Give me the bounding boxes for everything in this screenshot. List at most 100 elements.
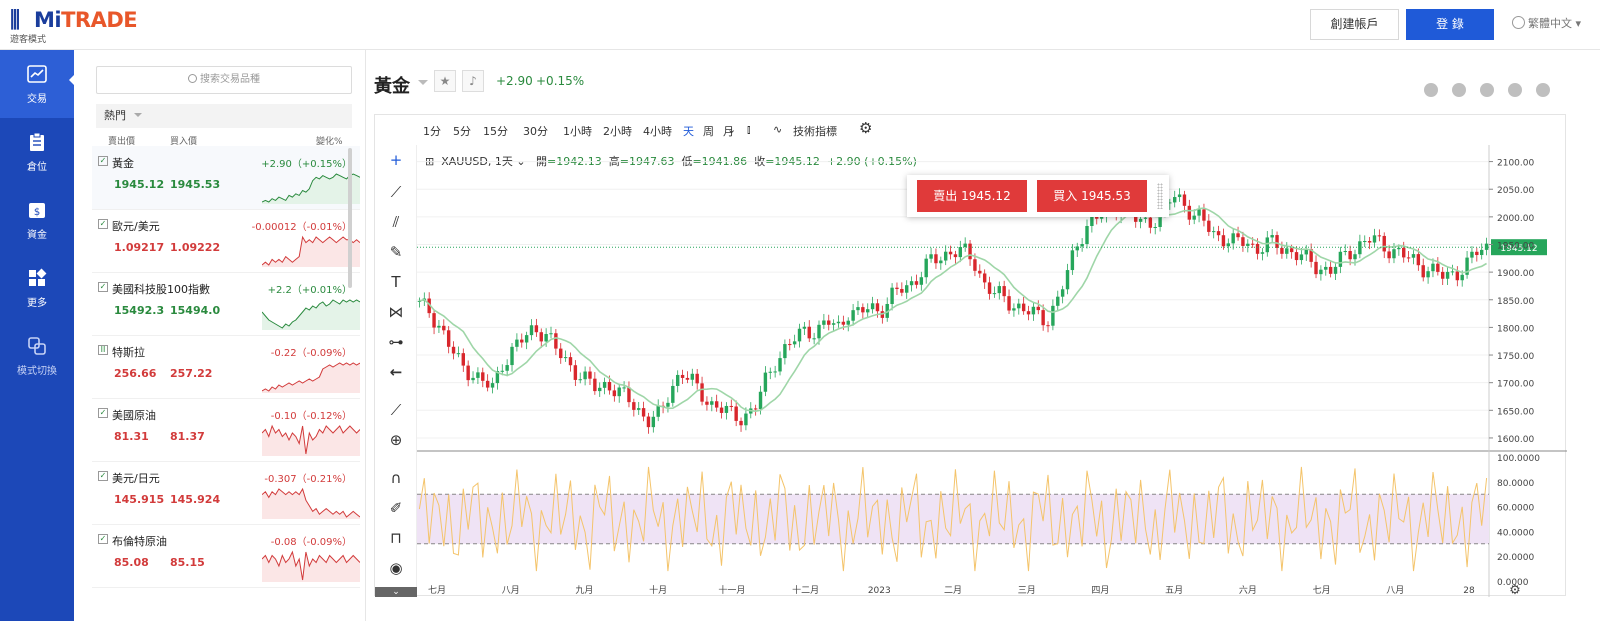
watch-checkbox[interactable]: II [98, 345, 108, 355]
drag-handle-icon[interactable] [1157, 183, 1163, 209]
list-item[interactable]: II 特斯拉 256.66 257.22 -0.22（-0.09%） [92, 335, 360, 399]
indicators-button[interactable]: 技術指標 [793, 125, 837, 138]
calendar-icon[interactable] [1508, 83, 1522, 97]
timeframe-0[interactable]: 1分 [423, 125, 441, 138]
chart-canvas[interactable]: 1945.12 2100.00 2050.00 2000.00 1950.00 1900.… [417, 145, 1567, 597]
mitrade-logo[interactable]: ⫼ MiTRADE 遊客模式 [10, 8, 140, 45]
login-button[interactable]: 登 錄 [1406, 9, 1494, 40]
clock-icon[interactable] [1480, 83, 1494, 97]
timeframe-8[interactable]: 周 [703, 125, 714, 138]
bid-price[interactable]: 1945.12 [114, 178, 165, 191]
bid-price[interactable]: 1.09217 [114, 241, 165, 254]
drawing-toolbar: + ⟋ ⫽ ✎ T ⋈ ⊶ ← ⟋ ⊕ ∩ ✐ ⊓ ◉ ⌄ [375, 145, 417, 597]
bid-price[interactable]: 15492.3 [114, 304, 165, 317]
magnet-icon[interactable]: ∩ [390, 469, 402, 487]
star-icon[interactable]: ★ [434, 70, 456, 92]
list-item[interactable]: ✓ 美國原油 81.31 81.37 -0.10（-0.12%） [92, 398, 360, 462]
timeframe-7[interactable]: 天 [683, 125, 694, 138]
candle [1372, 235, 1377, 243]
compass-icon[interactable] [1452, 83, 1466, 97]
candle-type-icon[interactable]: ⫾ [747, 123, 751, 136]
time-axis-label: 28 [1463, 586, 1475, 596]
sell-button[interactable]: 賣出 1945.12 [917, 180, 1027, 212]
timeframe-2[interactable]: 15分 [483, 125, 508, 138]
ask-price[interactable]: 81.37 [170, 430, 205, 443]
trend-line-icon[interactable]: ⟋ [390, 183, 402, 201]
trash-icon[interactable]: ⌄ [375, 587, 417, 597]
nav-item-more[interactable]: 更多 [0, 254, 74, 322]
candle [1026, 311, 1031, 315]
text-tool-icon[interactable]: T [391, 273, 401, 291]
ask-price[interactable]: 15494.0 [170, 304, 221, 317]
candle [973, 259, 977, 271]
timeframe-1[interactable]: 5分 [453, 125, 471, 138]
ask-price[interactable]: 1.09222 [170, 241, 221, 254]
trading-chart[interactable]: 1分 5分 15分 30分 1小時 2小時 4小時天周月 ⌄ ⫾ ∿ 技術指標 ⚙ + ⟋ … [374, 114, 1567, 597]
list-item[interactable]: ✓ 黃金 1945.12 1945.53 +2.90（+0.15%） [92, 146, 360, 210]
lock-pencil-icon[interactable]: ✐ [389, 499, 403, 517]
watch-checkbox[interactable]: ✓ [98, 534, 108, 544]
category-dropdown[interactable]: 熱門 [96, 104, 352, 128]
timeframe-3[interactable]: 30分 [523, 125, 548, 138]
time-axis-label: 十二月 [792, 584, 819, 596]
timeframe-9[interactable]: 月 [723, 125, 734, 138]
column-bid: 賣出價 [108, 137, 136, 147]
buy-button[interactable]: 買入 1945.53 [1037, 180, 1147, 212]
crosshair-icon[interactable]: + [389, 151, 403, 169]
brush-icon[interactable]: ✎ [389, 243, 403, 261]
ask-price[interactable]: 1945.53 [170, 178, 221, 191]
nav-item-positions[interactable]: 倉位 [0, 118, 74, 186]
eye-icon[interactable]: ◉ [389, 559, 403, 577]
zoom-in-icon[interactable]: ⊕ [389, 431, 403, 449]
candle [622, 387, 626, 389]
ask-price[interactable]: 145.924 [170, 493, 221, 506]
create-account-button[interactable]: 創建帳戶 [1310, 9, 1399, 40]
candle [1021, 303, 1026, 312]
watch-checkbox[interactable]: ✓ [98, 471, 108, 481]
list-item[interactable]: ✓ 歐元/美元 1.09217 1.09222 -0.00012（-0.01%） [92, 209, 360, 273]
indicators-icon[interactable]: ∿ [773, 123, 783, 136]
unlock-icon[interactable]: ⊓ [390, 529, 402, 547]
watch-checkbox[interactable]: ✓ [98, 408, 108, 418]
search-icon [188, 74, 197, 83]
language-selector[interactable]: 繁體中文 ▾ [1512, 15, 1581, 31]
list-item[interactable]: ✓ 布倫特原油 85.08 85.15 -0.08（-0.09%） [92, 524, 360, 588]
bid-price[interactable]: 85.08 [114, 556, 149, 569]
watch-checkbox[interactable]: ✓ [98, 156, 108, 166]
pitchfork-icon[interactable]: ⫽ [392, 213, 400, 231]
pattern-icon[interactable]: ⋈ [388, 303, 404, 321]
instrument-dropdown-icon[interactable] [418, 80, 428, 90]
chart-area: 黃金 ★ ♪ +2.90 +0.15% 1分 5分 15分 30分 1小時 2小時 4小時天… [366, 50, 1600, 621]
nav-item-switch-mode[interactable]: 模式切換 [0, 322, 74, 390]
ruler-icon[interactable]: ⟋ [390, 401, 402, 419]
watch-checkbox[interactable]: ✓ [98, 219, 108, 229]
bid-price[interactable]: 81.31 [114, 430, 149, 443]
candle [1056, 296, 1060, 306]
candle [588, 371, 592, 379]
nav-item-funds[interactable]: $ 資金 [0, 186, 74, 254]
gear-icon[interactable]: ⚙ [859, 119, 873, 137]
ask-price[interactable]: 85.15 [170, 556, 205, 569]
watch-checkbox[interactable]: ✓ [98, 282, 108, 292]
bid-price[interactable]: 145.915 [114, 493, 165, 506]
pie-chart-icon[interactable] [1424, 83, 1438, 97]
bell-icon[interactable]: ♪ [462, 70, 484, 92]
watchlist-scrollbar[interactable] [348, 148, 352, 288]
list-item[interactable]: ✓ 美元/日元 145.915 145.924 -0.307（-0.21%） [92, 461, 360, 525]
change-value: -0.307（-0.21%） [264, 474, 352, 485]
timeframe-5[interactable]: 2小時 [603, 125, 632, 138]
chevron-down-icon[interactable]: ⌄ [727, 123, 737, 136]
candle [1353, 254, 1357, 260]
timeframe-4[interactable]: 1小時 [563, 125, 592, 138]
list-item[interactable]: ✓ 美國科技股100指數 15492.3 15494.0 +2.2（+0.01%） [92, 272, 360, 336]
arrow-left-icon[interactable]: ← [389, 363, 403, 381]
candle [1041, 310, 1045, 326]
candle [510, 346, 514, 366]
prediction-icon[interactable]: ⊶ [388, 333, 404, 351]
search-input[interactable]: 搜索交易品種 [96, 66, 352, 94]
ask-price[interactable]: 257.22 [170, 367, 213, 380]
bid-price[interactable]: 256.66 [114, 367, 157, 380]
nav-item-trade[interactable]: 交易 [0, 50, 75, 118]
timeframe-6[interactable]: 4小時 [643, 125, 672, 138]
news-icon[interactable] [1536, 83, 1550, 97]
